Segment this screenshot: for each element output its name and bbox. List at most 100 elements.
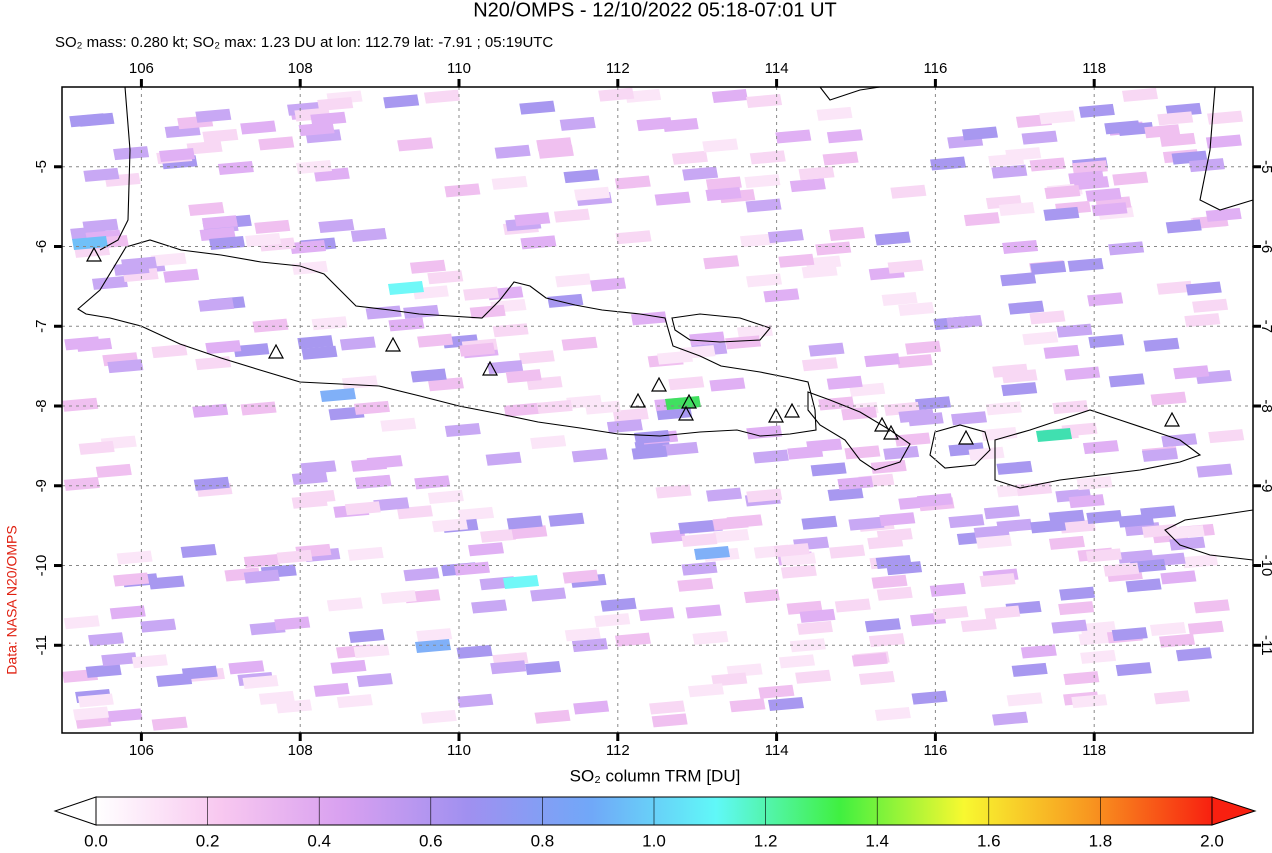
- colorbar-tick-label: 1.2: [754, 831, 778, 850]
- so2-pixel: [159, 148, 196, 163]
- so2-pixel: [564, 627, 601, 642]
- so2-pixel: [851, 652, 888, 667]
- so2-pixel: [1117, 549, 1154, 564]
- so2-pixel: [347, 546, 384, 561]
- coastline: [807, 391, 911, 471]
- so2-pixel: [193, 476, 230, 491]
- volcano: [783, 402, 801, 418]
- so2-pixel: [201, 215, 238, 230]
- so2-pixel: [1121, 87, 1158, 102]
- so2-pixel: [195, 356, 232, 371]
- volcano: [481, 360, 499, 376]
- so2-pixel: [109, 605, 146, 620]
- so2-pixel: [344, 501, 381, 516]
- so2-pixel: [864, 618, 901, 633]
- so2-pixel: [490, 660, 527, 675]
- y-tick-label: -7: [33, 320, 50, 333]
- so2-pixel: [834, 598, 871, 613]
- so2-pixel: [606, 419, 643, 434]
- so2-pixel: [1115, 662, 1152, 677]
- so2-pixel: [1021, 130, 1058, 145]
- y-tick-label: -5: [1258, 160, 1272, 173]
- so2-pixel: [612, 407, 649, 422]
- so2-pixel: [471, 599, 508, 614]
- so2-pixel: [258, 136, 295, 151]
- so2-pixel: [801, 357, 838, 372]
- so2-pixel: [420, 709, 457, 724]
- map: [61, 86, 1254, 734]
- so2-pixel: [1008, 300, 1045, 315]
- so2-pixel: [355, 474, 392, 489]
- coastline: [994, 409, 1202, 489]
- so2-pixel: [826, 375, 863, 390]
- so2-pixel: [746, 273, 783, 288]
- so2-pixel: [678, 520, 715, 535]
- so2-pixel: [898, 408, 935, 423]
- so2-pixel: [1020, 644, 1057, 659]
- volcanoes: [85, 246, 1181, 445]
- so2-pixel: [252, 318, 289, 333]
- so2-pixel: [975, 534, 1012, 549]
- so2-pixel: [801, 515, 838, 530]
- so2-pixel: [654, 191, 691, 206]
- y-tick-label: -9: [33, 479, 50, 492]
- so2-pixel: [410, 368, 447, 383]
- so2-pixel: [291, 260, 328, 275]
- so2-pixel: [494, 144, 531, 159]
- so2-pixel: [95, 463, 132, 478]
- so2-pixel: [991, 164, 1028, 179]
- so2-pixel: [634, 430, 671, 445]
- so2-pixel: [870, 459, 907, 474]
- so2-pixel: [188, 201, 225, 216]
- volcano: [882, 424, 900, 440]
- so2-pixel: [932, 606, 969, 621]
- so2-pixel: [518, 350, 555, 365]
- so2-pixel: [457, 693, 494, 708]
- so2-pixel: [946, 315, 983, 330]
- so2-pixel: [1059, 586, 1096, 601]
- so2-pixel: [1080, 621, 1117, 636]
- axes: 106 106 108 108 110 110 112 112 114 114 116 116 118 1…: [33, 60, 1272, 759]
- so2-pixel: [228, 660, 265, 675]
- so2-pixel: [1071, 160, 1108, 175]
- so2-pixel: [711, 89, 748, 104]
- so2-pixel: [1078, 631, 1115, 646]
- so2-pixel: [1036, 428, 1072, 442]
- so2-pixel: [1149, 622, 1186, 637]
- so2-pixel: [705, 176, 742, 191]
- so2-pixel: [1051, 619, 1088, 634]
- so2-pixel: [1085, 187, 1122, 202]
- so2-pixel: [962, 126, 999, 141]
- so2-pixel: [874, 231, 911, 246]
- so2-pixel: [353, 644, 390, 659]
- so2-pixel: [73, 706, 110, 721]
- title: N20/OMPS - 12/10/2022 05:18-07:01 UT: [473, 0, 837, 21]
- so2-pixel: [705, 487, 742, 502]
- so2-pixel: [336, 694, 373, 709]
- colorbar-over: [1211, 796, 1257, 826]
- so2-pixel: [491, 175, 528, 190]
- so2-pixel: [339, 336, 376, 351]
- so2-pixel: [348, 628, 385, 643]
- so2-pixel: [746, 425, 783, 440]
- so2-pixel: [726, 514, 763, 529]
- so2-pixel: [651, 713, 688, 728]
- so2-pixel: [829, 544, 866, 559]
- so2-pixel: [1063, 671, 1100, 686]
- so2-pixel: [559, 116, 596, 131]
- so2-pixel: [415, 639, 451, 653]
- so2-pixel: [63, 615, 100, 630]
- so2-pixel: [808, 342, 845, 357]
- y-tick-label: -6: [1258, 240, 1272, 253]
- so2-pixel: [366, 455, 403, 470]
- so2-pixel: [896, 354, 933, 369]
- y-tick-label: -6: [33, 240, 50, 253]
- so2-pixel: [403, 304, 440, 319]
- so2-pixel: [64, 336, 101, 351]
- so2-pixel: [82, 218, 119, 233]
- so2-pixel: [530, 435, 567, 450]
- so2-pixel: [998, 202, 1035, 217]
- colorbar-tick-label: 1.8: [1089, 831, 1113, 850]
- so2-pixel: [881, 291, 918, 306]
- so2-pixel: [444, 423, 481, 438]
